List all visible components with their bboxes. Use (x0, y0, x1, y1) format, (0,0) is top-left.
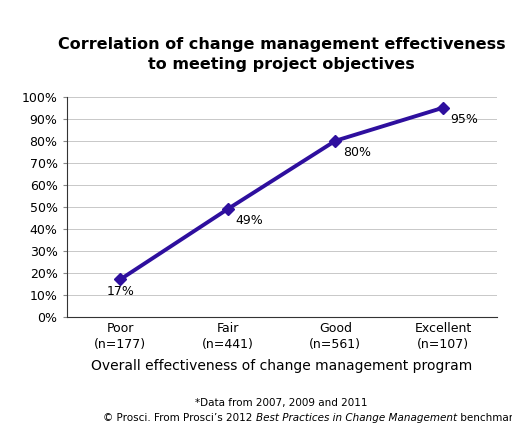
Text: 17%: 17% (106, 285, 134, 298)
Text: 95%: 95% (451, 113, 478, 126)
X-axis label: Overall effectiveness of change management program: Overall effectiveness of change manageme… (91, 359, 472, 373)
Text: *Data from 2007, 2009 and 2011: *Data from 2007, 2009 and 2011 (196, 398, 368, 408)
Text: benchmarking report: benchmarking report (457, 413, 512, 423)
Text: 80%: 80% (343, 146, 371, 159)
Text: © Prosci. From Prosci’s 2012: © Prosci. From Prosci’s 2012 (103, 413, 256, 423)
Text: 49%: 49% (236, 214, 263, 227)
Text: Correlation of change management effectiveness
to meeting project objectives: Correlation of change management effecti… (58, 37, 505, 72)
Text: Best Practices in Change Management: Best Practices in Change Management (256, 413, 457, 423)
